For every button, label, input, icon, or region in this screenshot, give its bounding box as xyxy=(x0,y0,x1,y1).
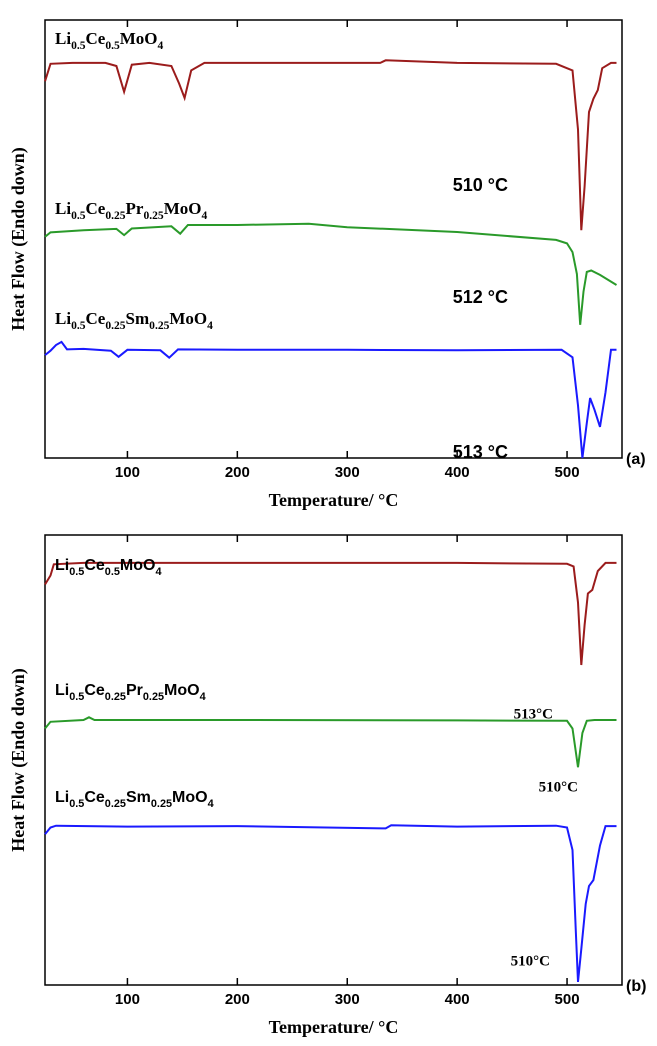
x-tick-label: 300 xyxy=(335,991,360,1008)
y-axis-label: Heat Flow (Endo down) xyxy=(8,147,29,331)
panel-label: (b) xyxy=(626,978,646,995)
plot-frame xyxy=(44,534,623,986)
x-tick-label: 400 xyxy=(445,464,470,481)
line-series xyxy=(44,561,617,666)
peak-annotation: 510 °C xyxy=(453,175,508,195)
line-series xyxy=(44,824,617,982)
x-axis-label: Temperature/ °C xyxy=(269,1017,399,1037)
series-label: Li0.5Ce0.5MoO4 xyxy=(55,29,164,52)
line-series xyxy=(44,222,618,325)
series-label: Li0.5Ce0.25Pr0.25MoO4 xyxy=(55,682,206,703)
x-tick-label: 200 xyxy=(225,464,250,481)
peak-annotation: 512 °C xyxy=(453,287,508,307)
y-axis-label: Heat Flow (Endo down) xyxy=(8,668,29,852)
series-label: Li0.5Ce0.25Sm0.25MoO4 xyxy=(55,309,213,332)
peak-annotation: 510°C xyxy=(539,779,578,795)
peak-annotation: 510°C xyxy=(511,953,550,969)
x-axis-label: Temperature/ °C xyxy=(269,490,399,510)
line-series xyxy=(44,716,617,768)
peak-annotation: 513°C xyxy=(514,706,553,722)
plot-frame xyxy=(44,19,623,459)
peak-annotation: 513 °C xyxy=(453,442,508,462)
series-label: Li0.5Ce0.25Sm0.25MoO4 xyxy=(55,789,214,810)
x-tick-label: 500 xyxy=(555,991,580,1008)
line-series xyxy=(44,340,617,459)
x-tick-label: 500 xyxy=(555,464,580,481)
x-tick-label: 200 xyxy=(225,991,250,1008)
line-series xyxy=(44,59,617,231)
x-tick-label: 100 xyxy=(115,991,140,1008)
x-tick-label: 100 xyxy=(115,464,140,481)
x-tick-label: 300 xyxy=(335,464,360,481)
x-tick-label: 400 xyxy=(445,991,470,1008)
series-label: Li0.5Ce0.5MoO4 xyxy=(55,557,162,578)
series-label: Li0.5Ce0.25Pr0.25MoO4 xyxy=(55,199,207,222)
panel-label: (a) xyxy=(626,451,646,468)
